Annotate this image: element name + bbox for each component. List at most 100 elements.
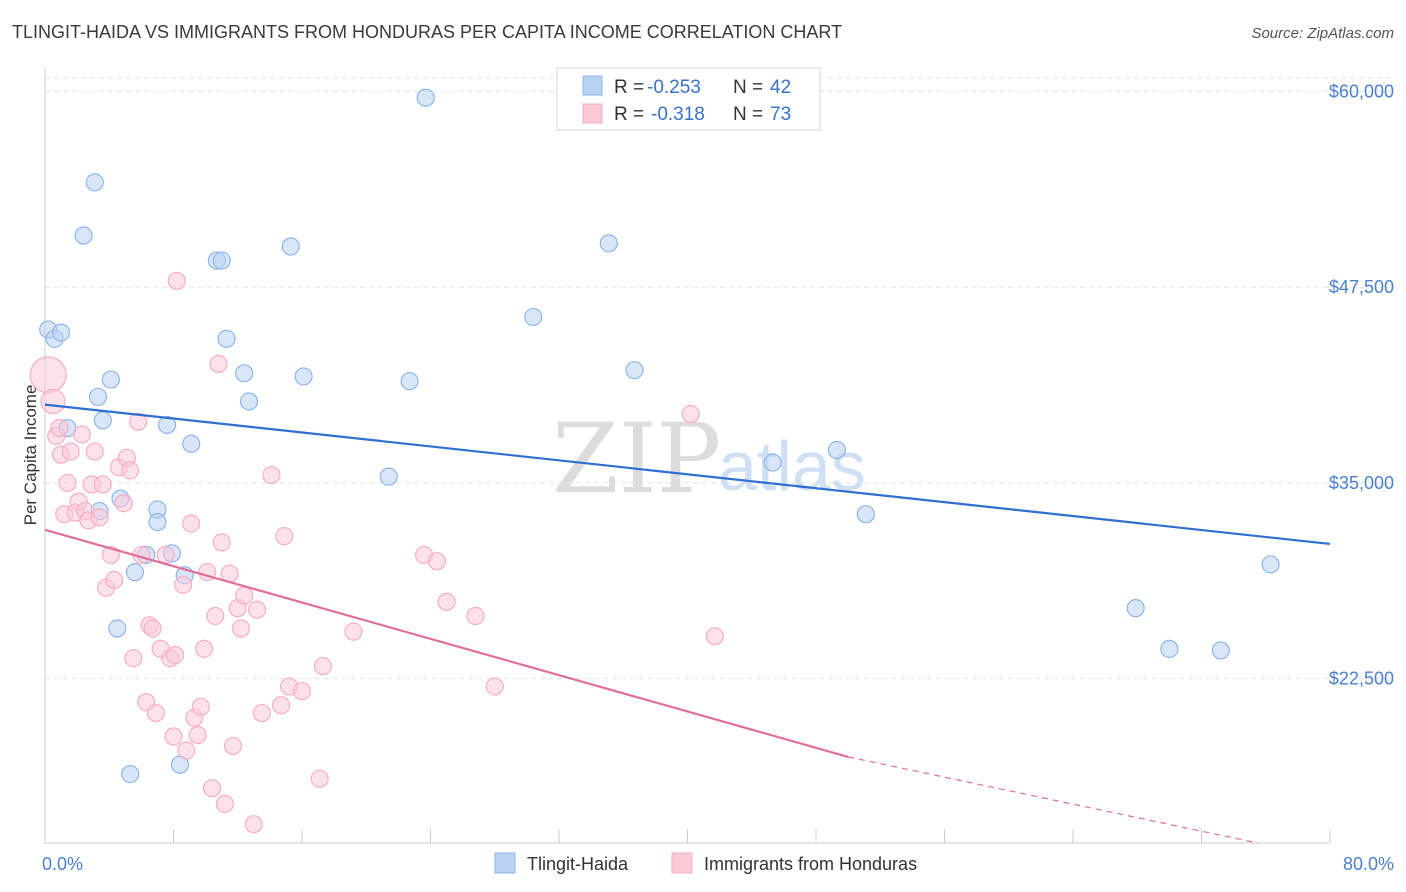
y-tick-label-3: $60,000 (1329, 81, 1394, 101)
tlingit-point-24 (217, 329, 236, 348)
series-legend-label-honduras: Immigrants from Honduras (704, 854, 917, 874)
tlingit-point-31 (416, 88, 435, 107)
legend-n-label-honduras: N = (733, 104, 763, 125)
honduras-point-44 (202, 779, 222, 798)
honduras-point-61 (292, 682, 312, 701)
honduras-point-32 (156, 545, 175, 565)
honduras-point-67 (437, 592, 456, 611)
honduras-point-0 (29, 356, 67, 394)
honduras-point-55 (247, 600, 267, 619)
honduras-point-10 (72, 425, 92, 444)
tlingit-point-40 (1211, 641, 1230, 660)
tlingit-point-6 (88, 387, 108, 406)
honduras-point-72 (166, 646, 185, 665)
tlingit-point-8 (93, 411, 112, 430)
tlingit-point-39 (1160, 639, 1179, 658)
y-tick-label-1: $35,000 (1329, 473, 1394, 493)
honduras-trend-line-extrapolated (848, 756, 1258, 844)
tlingit-point-27 (281, 237, 300, 256)
series-legend-swatch-honduras (671, 852, 693, 874)
x-tick-marks (44, 829, 1331, 843)
honduras-point-52 (231, 619, 251, 638)
tlingit-point-25 (235, 364, 254, 383)
tlingit-point-4 (74, 226, 93, 245)
honduras-point-6 (58, 473, 77, 492)
y-tick-label-0: $22,500 (1329, 669, 1394, 689)
honduras-point-34 (164, 727, 183, 746)
tlingit-point-9 (101, 370, 120, 389)
tlingit-point-16 (148, 512, 167, 532)
legend-n-label-tlingit: N = (733, 77, 763, 98)
y-tick-labels: $22,500 $35,000 $47,500 $60,000 (1329, 81, 1394, 688)
honduras-point-38 (182, 514, 201, 533)
honduras-trend-line (44, 528, 849, 758)
tlingit-point-38 (1126, 599, 1145, 618)
honduras-point-63 (313, 656, 332, 676)
tlingit-point-35 (763, 453, 782, 472)
honduras-point-16 (93, 475, 112, 494)
tlingit-point-34 (625, 361, 644, 380)
honduras-point-45 (206, 606, 225, 626)
series-legend-swatch-tlingit (494, 852, 516, 874)
legend-n-value-honduras: 73 (770, 104, 791, 125)
honduras-point-3 (50, 419, 69, 438)
legend-r-value-tlingit: -0.253 (647, 77, 701, 98)
honduras-point-58 (272, 696, 291, 715)
tlingit-point-37 (856, 505, 875, 524)
chart-source: Source: ZipAtlas.com (1251, 25, 1394, 42)
tlingit-point-32 (524, 307, 543, 327)
chart-title: TLINGIT-HAIDA VS IMMIGRANTS FROM HONDURA… (12, 22, 842, 42)
honduras-point-59 (275, 527, 294, 546)
tlingit-point-21 (182, 434, 201, 453)
y-axis-label: Per Capita Income (21, 385, 40, 526)
honduras-point-48 (215, 794, 234, 813)
honduras-point-66 (427, 552, 447, 571)
honduras-point-29 (143, 619, 162, 638)
x-tick-label-min: 0.0% (42, 854, 83, 874)
legend-swatch-honduras (582, 103, 603, 124)
honduras-point-35 (167, 271, 186, 291)
honduras-point-50 (223, 736, 243, 756)
honduras-point-46 (209, 354, 228, 374)
honduras-point-53 (235, 586, 254, 605)
tlingit-point-30 (400, 372, 419, 391)
tlingit-point-36 (827, 440, 846, 460)
tlingit-point-13 (125, 563, 145, 582)
honduras-point-21 (114, 494, 133, 513)
honduras-point-71 (705, 627, 724, 646)
honduras-point-62 (310, 769, 329, 788)
data-points (29, 88, 1280, 834)
honduras-point-7 (61, 442, 80, 461)
legend-n-value-tlingit: 42 (770, 77, 791, 98)
correlation-legend: R = -0.253 N = 42 R = -0.318 N = 73 (556, 67, 821, 131)
series-legend-label-tlingit: Tlingit-Haida (527, 854, 629, 874)
tlingit-point-10 (108, 619, 127, 638)
honduras-point-57 (262, 465, 281, 485)
honduras-point-47 (212, 533, 231, 552)
honduras-point-14 (85, 442, 104, 461)
honduras-point-1 (40, 388, 66, 415)
honduras-point-37 (177, 741, 196, 760)
watermark: ZIP atlas (552, 403, 866, 515)
legend-swatch-tlingit (582, 75, 603, 96)
tlingit-point-41 (1261, 555, 1280, 574)
legend-r-label-honduras: R = (614, 104, 644, 125)
honduras-point-42 (194, 639, 214, 658)
honduras-point-30 (146, 703, 165, 723)
honduras-point-19 (104, 570, 124, 590)
honduras-point-64 (344, 622, 363, 641)
legend-r-label-tlingit: R = (614, 77, 644, 98)
tlingit-point-33 (599, 234, 618, 253)
honduras-point-69 (485, 677, 504, 696)
honduras-point-68 (466, 606, 485, 626)
x-tick-label-max: 80.0% (1343, 854, 1394, 874)
legend-r-value-honduras: -0.318 (651, 104, 705, 125)
honduras-point-56 (252, 703, 271, 723)
tlingit-point-12 (121, 765, 140, 784)
trend-lines (44, 403, 1331, 844)
tlingit-point-5 (85, 173, 104, 192)
tlingit-point-26 (239, 392, 259, 411)
tlingit-point-23 (212, 251, 231, 270)
honduras-point-54 (244, 815, 263, 834)
